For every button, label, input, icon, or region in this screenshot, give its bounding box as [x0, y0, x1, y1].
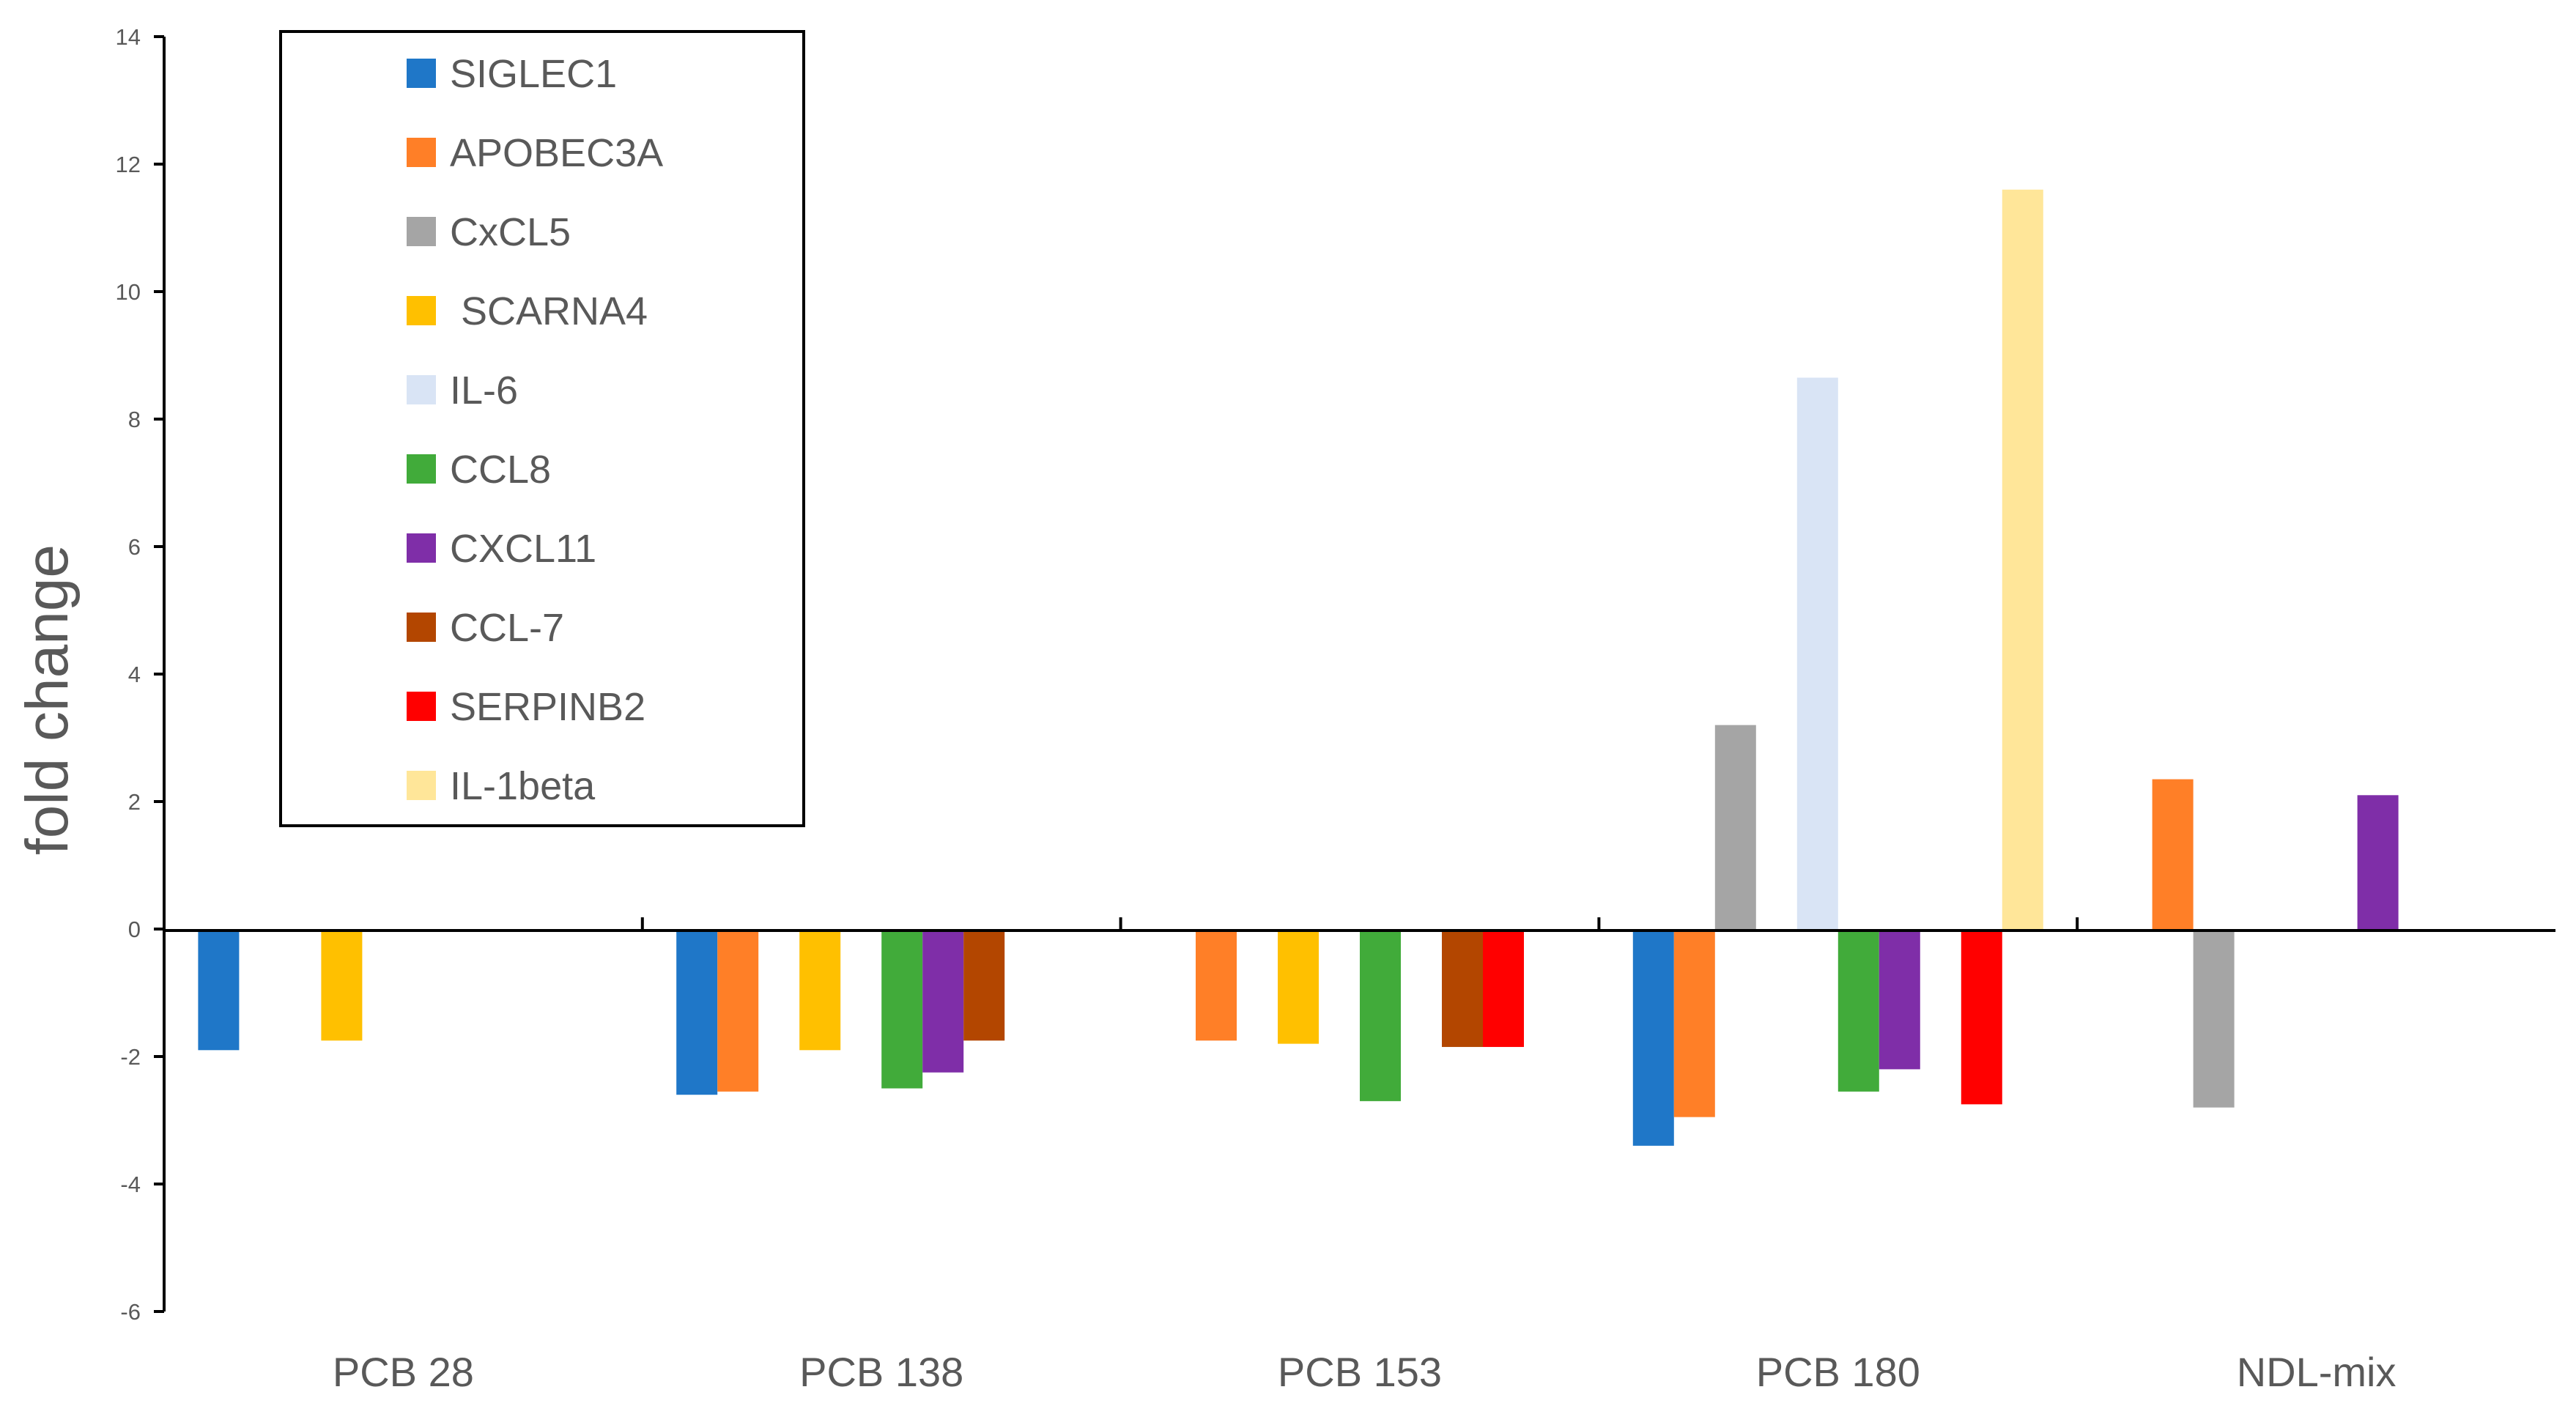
bar-serpinb2-pcb-180 — [1961, 929, 2002, 1105]
legend-swatch — [407, 613, 436, 642]
legend-swatch — [407, 533, 436, 563]
legend-label: CXCL11 — [450, 527, 596, 571]
category-label: PCB 180 — [1756, 1349, 1920, 1395]
legend-swatch — [407, 454, 436, 484]
bar-ccl-7-pcb-153 — [1442, 929, 1483, 1047]
y-tick-label: 14 — [116, 24, 141, 50]
category-label: PCB 138 — [799, 1349, 963, 1395]
legend-swatch — [407, 59, 436, 88]
bar-scarna4-pcb-28 — [321, 929, 363, 1041]
legend-swatch — [407, 692, 436, 721]
legend-swatch — [407, 375, 436, 404]
y-tick-label: 0 — [128, 917, 141, 942]
bars — [198, 189, 2399, 1146]
y-tick-label: 4 — [128, 662, 141, 687]
bar-cxcl5-pcb-180 — [1714, 725, 1756, 929]
y-tick-label: 8 — [128, 407, 141, 432]
bar-il-1beta-pcb-180 — [2002, 189, 2043, 929]
bar-apobec3a-ndl-mix — [2152, 779, 2194, 929]
bar-ccl8-pcb-138 — [881, 929, 923, 1089]
bar-ccl8-pcb-180 — [1837, 929, 1879, 1092]
bar-ccl8-pcb-153 — [1360, 929, 1401, 1101]
category-label: NDL-mix — [2237, 1349, 2397, 1395]
bar-scarna4-pcb-153 — [1278, 929, 1319, 1044]
y-tick-label: -4 — [120, 1172, 141, 1197]
legend-label: APOBEC3A — [450, 131, 663, 175]
bar-cxcl11-pcb-138 — [922, 929, 964, 1073]
legend-label: SIGLEC1 — [450, 52, 617, 96]
category-label: PCB 153 — [1278, 1349, 1442, 1395]
y-tick-label: -2 — [120, 1044, 141, 1070]
category-label: PCB 28 — [333, 1349, 474, 1395]
legend-swatch — [407, 217, 436, 246]
bar-siglec1-pcb-28 — [198, 929, 240, 1051]
bar-apobec3a-pcb-153 — [1196, 929, 1237, 1041]
x-axis: PCB 28 PCB 138 PCB 153 PCB 180 NDL-mix — [164, 917, 2555, 1395]
bar-siglec1-pcb-180 — [1632, 929, 1674, 1146]
bar-serpinb2-pcb-153 — [1483, 929, 1524, 1047]
y-tick-label: -6 — [120, 1299, 141, 1325]
legend-label: CxCL5 — [450, 210, 571, 254]
y-axis: -6 -4 -2 0 2 4 6 8 10 12 14 — [116, 24, 166, 1325]
y-tick-label: 10 — [116, 279, 141, 305]
y-axis-title: fold change — [14, 544, 81, 855]
legend-label: SCARNA4 — [450, 289, 648, 333]
legend-label: SERPINB2 — [450, 685, 645, 729]
legend-label: IL-1beta — [450, 764, 596, 808]
bar-siglec1-pcb-138 — [676, 929, 718, 1095]
bar-ccl-7-pcb-138 — [963, 929, 1005, 1041]
legend-swatch — [407, 296, 436, 325]
y-tick-label: 2 — [128, 789, 141, 815]
legend-label: IL-6 — [450, 369, 518, 412]
legend-swatch — [407, 138, 436, 167]
legend-box — [279, 30, 805, 827]
bar-cxcl11-ndl-mix — [2357, 795, 2399, 929]
y-tick-label: 12 — [116, 152, 141, 177]
bar-scarna4-pcb-138 — [799, 929, 841, 1051]
legend-swatch — [407, 771, 436, 800]
legend: SIGLEC1 APOBEC3A CxCL5 SCARNA4 IL-6 CCL8 CXCL… — [279, 30, 805, 827]
bar-il-6-pcb-180 — [1796, 377, 1838, 929]
bar-cxcl5-ndl-mix — [2193, 929, 2235, 1108]
y-tick-label: 6 — [128, 534, 141, 560]
bar-apobec3a-pcb-138 — [717, 929, 759, 1092]
legend-label: CCL8 — [450, 448, 551, 492]
bar-cxcl11-pcb-180 — [1879, 929, 1920, 1070]
legend-label: CCL-7 — [450, 606, 564, 650]
bar-apobec3a-pcb-180 — [1673, 929, 1715, 1117]
